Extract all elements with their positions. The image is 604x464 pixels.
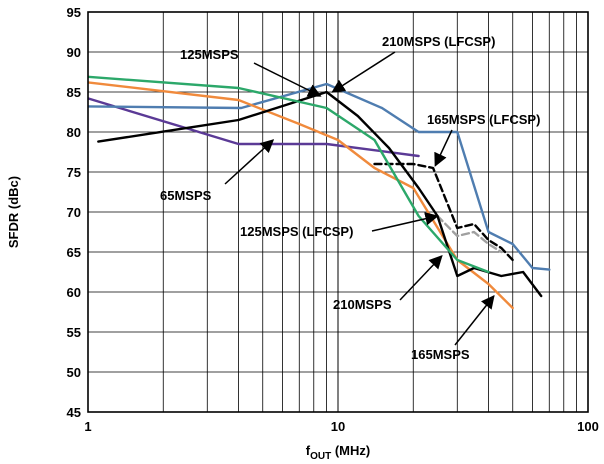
annotation-arrow bbox=[253, 62, 322, 97]
series-line-125msps bbox=[88, 82, 551, 271]
annotation-arrow bbox=[371, 212, 439, 232]
annotation-label: 125MSPS bbox=[180, 47, 239, 62]
y-tick-label: 50 bbox=[67, 365, 81, 380]
x-axis-label-main: f bbox=[306, 443, 311, 458]
y-tick-label: 85 bbox=[67, 85, 81, 100]
series-line-165msps bbox=[88, 81, 514, 310]
annotation-label: 125MSPS (LFCSP) bbox=[240, 224, 353, 239]
series-line-165msps-lfcsp bbox=[373, 162, 514, 262]
y-tick-label: 95 bbox=[67, 5, 81, 20]
series-line-210msps bbox=[97, 90, 543, 298]
series-line-210msps-lfcsp bbox=[88, 75, 490, 274]
annotation-arrow bbox=[399, 255, 443, 301]
x-tick-label: 10 bbox=[331, 419, 345, 434]
y-tick-label: 65 bbox=[67, 245, 81, 260]
annotation-label: 65MSPS bbox=[160, 188, 212, 203]
annotation-label: 210MSPS bbox=[333, 297, 392, 312]
y-tick-label: 70 bbox=[67, 205, 81, 220]
y-tick-label: 80 bbox=[67, 125, 81, 140]
series-line-65msps bbox=[88, 97, 420, 158]
y-tick-label: 55 bbox=[67, 325, 81, 340]
x-tick-label: 100 bbox=[577, 419, 599, 434]
annotation-arrow bbox=[434, 129, 453, 167]
y-tick-label: 45 bbox=[67, 405, 81, 420]
y-tick-label: 75 bbox=[67, 165, 81, 180]
x-axis-label-subscript: OUT bbox=[310, 451, 331, 462]
plot-frame bbox=[87, 11, 589, 413]
annotation-arrow bbox=[454, 294, 495, 346]
annotation-label: 210MSPS (LFCSP) bbox=[382, 34, 495, 49]
tick-labels: 45 50 55 60 65 70 75 80 85 90 95 1 10 100 bbox=[67, 5, 599, 434]
series-line-125msps-lfcsp bbox=[436, 214, 503, 254]
grid bbox=[87, 11, 588, 413]
x-axis-label: fOUT (MHz) bbox=[306, 443, 370, 462]
y-tick-label: 90 bbox=[67, 45, 81, 60]
annotations: 125MSPS 210MSPS (LFCSP) 165MSPS (LFCSP) 65M… bbox=[160, 34, 540, 362]
y-tick-label: 60 bbox=[67, 285, 81, 300]
annotation-label: 165MSPS bbox=[411, 347, 470, 362]
annotation-arrow bbox=[224, 139, 275, 185]
annotation-label: 165MSPS (LFCSP) bbox=[427, 112, 540, 127]
series-layer bbox=[88, 75, 551, 310]
y-axis-label: SFDR (dBc) bbox=[6, 176, 21, 248]
x-axis-label-unit: (MHz) bbox=[331, 443, 370, 458]
x-tick-label: 1 bbox=[84, 419, 91, 434]
annotation-arrow bbox=[331, 51, 396, 93]
